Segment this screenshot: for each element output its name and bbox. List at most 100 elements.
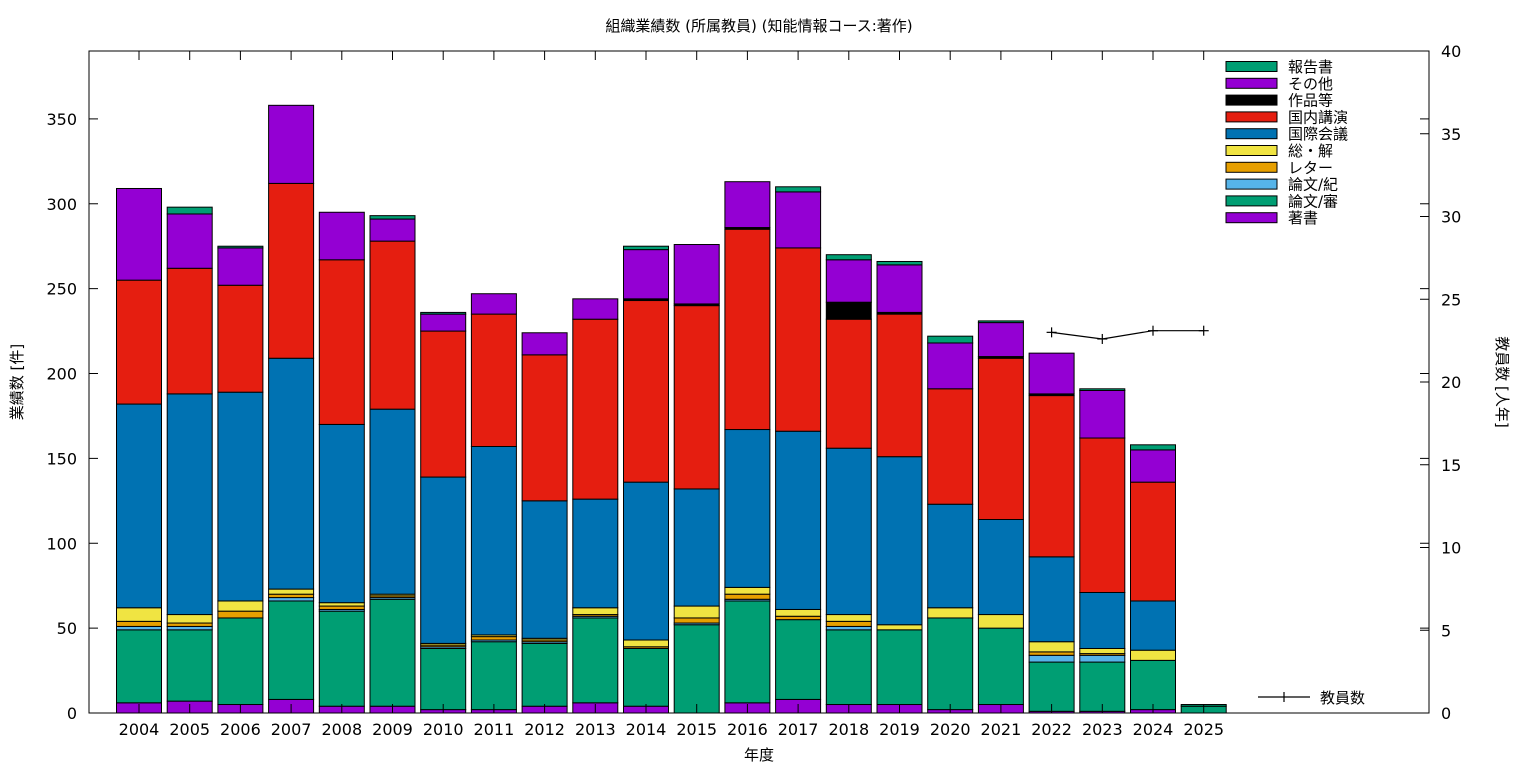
bar-segment — [217, 391, 264, 602]
bar-segment — [1130, 600, 1176, 651]
line-layer — [1046, 325, 1209, 344]
chart-title: 組織業績数 (所属教員) (知能情報コース:著作) — [605, 17, 912, 35]
bar-segment — [217, 284, 264, 393]
bar-segment — [927, 617, 974, 711]
bar-segment — [1079, 388, 1126, 391]
y-tick-label: 0 — [67, 704, 77, 723]
y2-tick-label: 5 — [1441, 621, 1451, 640]
bar-segment — [470, 313, 517, 447]
bar-segment — [268, 597, 315, 602]
bar-segment — [217, 610, 264, 619]
bar-segment — [369, 218, 416, 242]
bar-segment — [166, 625, 213, 631]
bar-segment — [825, 625, 872, 631]
y2-tick-label: 20 — [1441, 373, 1461, 392]
bar-segment — [623, 300, 669, 483]
legend-swatch — [1225, 145, 1278, 156]
bar-segment — [572, 607, 619, 616]
bar-segment — [623, 245, 669, 251]
bar-segment — [166, 393, 213, 616]
bar-segment — [166, 206, 213, 215]
bar-segment — [876, 260, 923, 266]
bar-segment — [775, 247, 822, 432]
bar-segment — [876, 624, 923, 631]
legend-label: 国際会議 — [1288, 125, 1348, 143]
x-axis-title: 年度 — [744, 746, 774, 764]
bar-segment — [825, 318, 872, 449]
bar-segment — [470, 293, 517, 315]
bar-segment — [217, 247, 264, 286]
legend-swatch — [1225, 111, 1278, 123]
bar-segment — [318, 605, 365, 610]
bar-segment — [825, 629, 872, 706]
legend-label: 論文/審 — [1288, 192, 1338, 210]
y-axis-title: 業績数 [件] — [8, 344, 26, 420]
bar-segment — [268, 357, 315, 590]
legend-swatch — [1225, 77, 1278, 89]
bar-segment — [775, 191, 822, 249]
bar-segment — [116, 187, 162, 281]
bar-segment — [521, 500, 568, 639]
bar-segment — [572, 498, 619, 609]
bars-layer — [116, 104, 1227, 714]
x-tick-label: 2017 — [778, 720, 819, 739]
bar-segment — [268, 588, 315, 595]
x-tick-label: 2022 — [1031, 720, 1072, 739]
x-tick-label: 2018 — [828, 720, 869, 739]
bar-segment — [420, 648, 467, 711]
bar-segment — [825, 620, 872, 627]
bar-segment — [572, 318, 619, 500]
legend-swatch — [1225, 212, 1278, 224]
bar-segment — [927, 342, 974, 390]
bar-segment — [825, 301, 872, 320]
bar-segment — [927, 335, 974, 344]
x-tick-label: 2016 — [727, 720, 768, 739]
bar-segment — [724, 429, 771, 588]
bar-segment — [116, 625, 162, 631]
bar-segment — [369, 598, 416, 707]
bar-segment — [521, 642, 568, 707]
bar-segment — [572, 617, 619, 704]
bar-segment — [1130, 444, 1176, 451]
bar-segment — [977, 518, 1024, 616]
bar-segment — [1079, 648, 1126, 655]
x-tick-label: 2004 — [119, 720, 160, 739]
bar-segment — [1028, 654, 1075, 663]
bar-segment — [1028, 556, 1075, 643]
bar-segment — [1130, 659, 1176, 711]
bar-segment — [1028, 395, 1075, 558]
bar-segment — [521, 332, 568, 356]
x-tick-label: 2015 — [676, 720, 717, 739]
bar-segment — [166, 213, 213, 269]
y2-tick-label: 25 — [1441, 290, 1461, 309]
x-tick-label: 2014 — [626, 720, 667, 739]
y2-axis-title: 教員数 [人年] — [1493, 336, 1511, 427]
bar-segment — [623, 249, 669, 300]
bar-segment — [116, 279, 162, 405]
bar-segment — [217, 245, 264, 249]
x-tick-label: 2011 — [474, 720, 515, 739]
bar-segment — [724, 600, 771, 704]
bar-segment — [977, 614, 1024, 629]
bar-segment — [166, 629, 213, 702]
bar-segment — [1028, 352, 1075, 395]
y2-axis: 0 5 10 15 20 25 30 35 40 — [1420, 42, 1461, 723]
bar-segment — [724, 586, 771, 595]
y-tick-label: 300 — [46, 195, 77, 214]
y-tick-label: 200 — [46, 365, 77, 384]
bar-segment — [876, 313, 923, 458]
x-tick-label: 2023 — [1082, 720, 1123, 739]
bar-segment — [927, 503, 974, 609]
legend-label: 作品等 — [1288, 92, 1333, 110]
x-tick-label: 2008 — [321, 720, 362, 739]
x-tick-label: 2024 — [1133, 720, 1174, 739]
x-tick-label: 2012 — [524, 720, 565, 739]
bar-segment — [521, 354, 568, 502]
bar-segment — [775, 619, 822, 700]
bar-segment — [724, 593, 771, 600]
legend-label: 報告書 — [1288, 58, 1333, 76]
bar-segment — [1079, 437, 1126, 593]
bar-segment — [1130, 481, 1176, 602]
y2-tick-label: 15 — [1441, 456, 1461, 475]
bar-segment — [673, 617, 720, 624]
